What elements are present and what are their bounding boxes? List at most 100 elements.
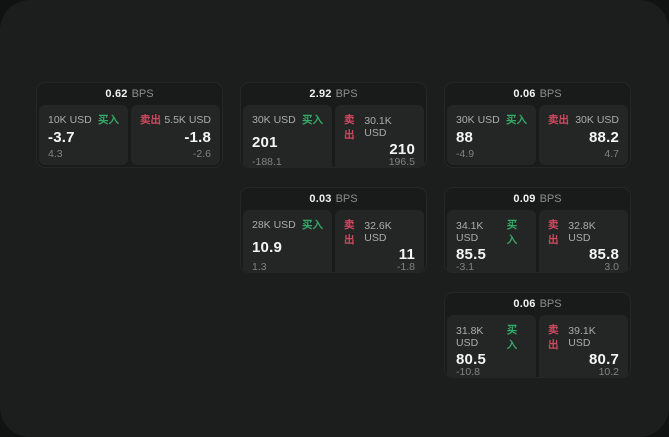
buy-amount: 31.8K USD [456,325,484,349]
quote-card-header: 0.06 BPS [445,83,630,105]
quote-card-body: 30K USD 买入 88 -4.9 卖出 30K USD 88.2 4.7 [445,105,630,167]
buy-quote-panel[interactable]: 31.8K USD 买入 80.5 -10.8 [447,315,536,378]
buy-panel-top: 34.1K USD 买入 [456,217,527,247]
quote-card-header: 0.62 BPS [37,83,222,105]
buy-quote-panel[interactable]: 10K USD 买入 -3.7 4.3 [39,105,128,165]
bps-unit-label: BPS [539,88,562,100]
cards-grid: 0.62 BPS 10K USD 买入 -3.7 4.3 卖出 5.5K USD… [36,82,631,378]
bps-value: 0.06 [513,298,536,310]
quote-card-body: 34.1K USD 买入 85.5 -3.1 卖出 32.8K USD 85.8… [445,210,630,273]
sell-panel-top: 卖出 30K USD [548,112,619,127]
buy-side-label: 买入 [302,114,323,126]
sell-side-label: 卖出 [344,114,355,141]
sell-panel-top: 卖出 30.1K USD [344,112,415,142]
quote-card: 0.06 BPS 31.8K USD 买入 80.5 -10.8 卖出 39.1… [444,292,631,378]
buy-panel-top: 31.8K USD 买入 [456,322,527,352]
buy-amount: 34.1K USD [456,220,484,244]
quote-card-header: 0.09 BPS [445,188,630,210]
bps-unit-label: BPS [131,88,154,100]
buy-change: -10.8 [456,366,480,378]
buy-panel-top: 30K USD 买入 [456,112,527,127]
buy-quote-panel[interactable]: 34.1K USD 买入 85.5 -3.1 [447,210,536,273]
sell-amount: 5.5K USD [164,113,211,126]
sell-quote-panel[interactable]: 卖出 32.8K USD 85.8 3.0 [539,210,628,273]
sell-side-label: 卖出 [548,114,569,126]
sell-quote-panel[interactable]: 卖出 5.5K USD -1.8 -2.6 [131,105,220,165]
sell-change: 10.2 [598,366,619,378]
sell-amount: 30.1K USD [364,115,392,139]
buy-change: 1.3 [252,261,267,273]
quote-card-body: 30K USD 买入 201 -188.1 卖出 30.1K USD 210 1… [241,105,426,168]
quote-card: 0.06 BPS 30K USD 买入 88 -4.9 卖出 30K USD 8… [444,82,631,168]
buy-side-label: 买入 [506,219,518,246]
quote-card: 0.03 BPS 28K USD 买入 10.9 1.3 卖出 32.6K US… [240,187,427,273]
sell-side-label: 卖出 [548,219,559,246]
quote-card: 0.62 BPS 10K USD 买入 -3.7 4.3 卖出 5.5K USD… [36,82,223,168]
sell-amount: 30K USD [575,113,619,126]
buy-change: -188.1 [252,156,282,168]
sell-quote-panel[interactable]: 卖出 30.1K USD 210 196.5 [335,105,424,168]
quote-card-body: 31.8K USD 买入 80.5 -10.8 卖出 39.1K USD 80.… [445,315,630,378]
sell-side-label: 卖出 [344,219,355,246]
sell-price: 85.8 [589,246,619,263]
bps-unit-label: BPS [335,88,358,100]
bps-value: 0.62 [105,88,128,100]
sell-change: 3.0 [604,261,619,273]
quote-card-header: 0.06 BPS [445,293,630,315]
buy-price: 80.5 [456,351,486,368]
buy-side-label: 买入 [506,114,527,126]
bps-value: 0.09 [513,193,536,205]
buy-price: -3.7 [48,129,75,147]
bps-value: 0.03 [309,193,332,205]
sell-price: 210 [389,141,415,158]
bps-unit-label: BPS [335,193,358,205]
buy-panel-top: 28K USD 买入 [252,217,323,232]
quote-card: 0.09 BPS 34.1K USD 买入 85.5 -3.1 卖出 32.8K… [444,187,631,273]
buy-amount: 28K USD [252,218,296,231]
buy-change: -3.1 [456,261,475,273]
sell-quote-panel[interactable]: 卖出 30K USD 88.2 4.7 [539,105,628,165]
buy-amount: 10K USD [48,113,92,126]
sell-change: -1.8 [396,261,415,273]
sell-quote-panel[interactable]: 卖出 32.6K USD 11 -1.8 [335,210,424,273]
buy-panel-top: 10K USD 买入 [48,112,119,127]
buy-panel-top: 30K USD 买入 [252,112,323,127]
sell-side-label: 卖出 [140,114,161,126]
buy-price: 10.9 [252,238,282,256]
buy-side-label: 买入 [98,114,119,126]
buy-change: 4.3 [48,147,63,160]
sell-change: 196.5 [388,156,415,168]
sell-amount: 32.6K USD [364,220,392,244]
sell-change: -2.6 [192,147,211,160]
quote-card: 2.92 BPS 30K USD 买入 201 -188.1 卖出 30.1K … [240,82,427,168]
quote-card-body: 10K USD 买入 -3.7 4.3 卖出 5.5K USD -1.8 -2.… [37,105,222,167]
buy-quote-panel[interactable]: 30K USD 买入 88 -4.9 [447,105,536,165]
sell-price: -1.8 [184,129,211,147]
buy-side-label: 买入 [506,324,518,351]
buy-quote-panel[interactable]: 30K USD 买入 201 -188.1 [243,105,332,168]
bps-unit-label: BPS [539,193,562,205]
buy-amount: 30K USD [252,113,296,126]
buy-price: 201 [252,133,278,151]
buy-change: -4.9 [456,147,475,160]
buy-side-label: 买入 [302,219,323,231]
quote-card-header: 2.92 BPS [241,83,426,105]
buy-price: 88 [456,129,474,147]
sell-price: 88.2 [589,129,619,147]
sell-quote-panel[interactable]: 卖出 39.1K USD 80.7 10.2 [539,315,628,378]
buy-price: 85.5 [456,246,486,263]
sell-price: 80.7 [589,351,619,368]
sell-panel-top: 卖出 39.1K USD [548,322,619,352]
sell-panel-top: 卖出 5.5K USD [140,112,211,127]
sell-price: 11 [398,246,415,263]
buy-amount: 30K USD [456,113,500,126]
sell-amount: 39.1K USD [568,325,596,349]
sell-change: 4.7 [604,147,619,160]
sell-side-label: 卖出 [548,324,559,351]
bps-value: 0.06 [513,88,536,100]
bps-unit-label: BPS [539,298,562,310]
sell-panel-top: 卖出 32.6K USD [344,217,415,247]
sell-panel-top: 卖出 32.8K USD [548,217,619,247]
buy-quote-panel[interactable]: 28K USD 买入 10.9 1.3 [243,210,332,273]
